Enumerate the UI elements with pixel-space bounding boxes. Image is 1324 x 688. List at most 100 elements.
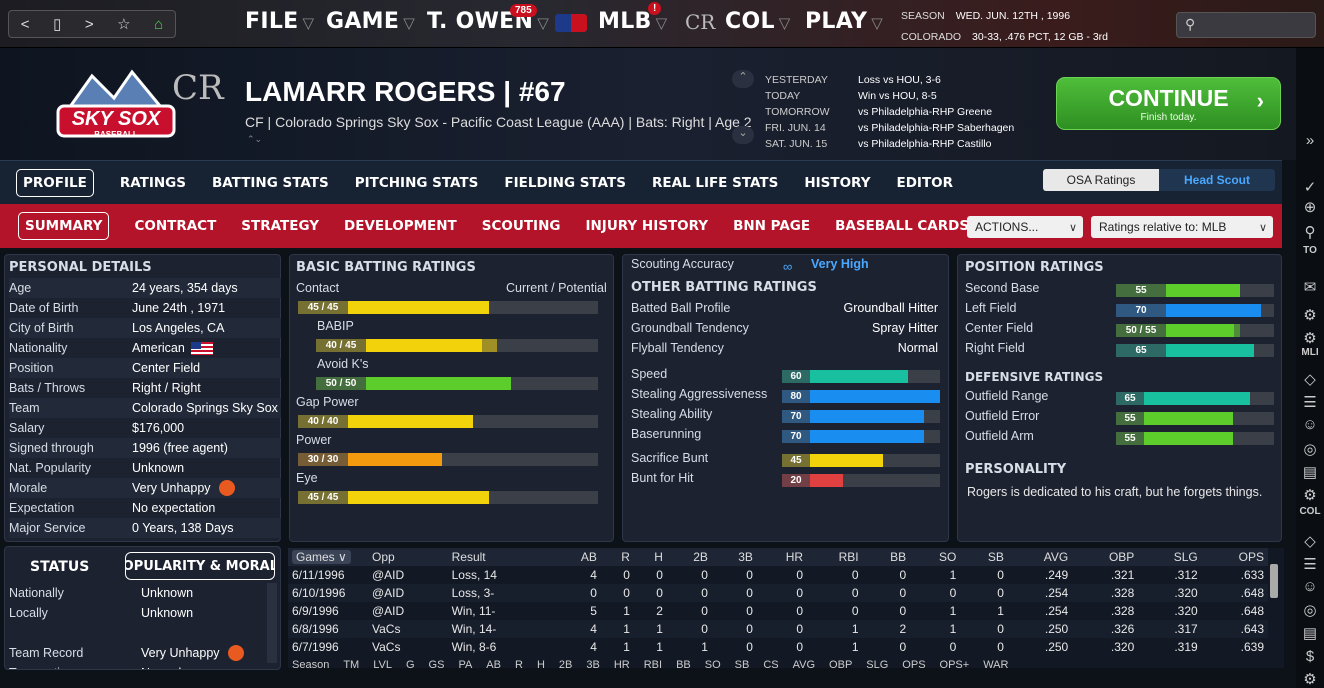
menu-col[interactable]: COL ▽: [725, 9, 791, 34]
rating-bar: 80: [782, 390, 940, 403]
column-header[interactable]: 3B: [711, 548, 757, 566]
ball-icon[interactable]: ◎: [1303, 602, 1317, 619]
osa-ratings-button[interactable]: OSA Ratings: [1043, 169, 1159, 191]
scrollbar[interactable]: [267, 583, 277, 663]
detail-row: Morale Very Unhappy: [9, 478, 281, 498]
gear-icon[interactable]: ⚙: [1303, 307, 1317, 324]
back-icon[interactable]: <: [20, 15, 30, 33]
gear-icon[interactable]: ⚙: [1303, 487, 1317, 504]
table-cell: @AID: [372, 604, 405, 618]
user-icon[interactable]: ☺: [1302, 578, 1318, 595]
page-icon[interactable]: ▯: [53, 16, 62, 33]
rating-value: 50 / 50: [316, 377, 366, 390]
subtab-strategy[interactable]: STRATEGY: [241, 218, 320, 234]
column-header[interactable]: AB: [553, 548, 601, 566]
column-header[interactable]: SO: [910, 548, 961, 566]
column-header[interactable]: BB: [862, 548, 911, 566]
tab-fielding-stats[interactable]: FIELDING STATS: [504, 174, 626, 191]
menu-game[interactable]: GAME ▽: [326, 9, 416, 34]
rating-bar: 30 / 30: [298, 453, 598, 466]
tab-popularity-morale[interactable]: POPULARITY & MORALE: [125, 552, 275, 580]
subtab-injury-history[interactable]: INJURY HISTORY: [585, 218, 709, 234]
table-cell: .326: [1072, 620, 1139, 638]
table-row[interactable]: 6/10/1996 @AID Loss, 3- 0 0 0 0 0 0 0 0 0 0.254.328.…: [288, 584, 1268, 602]
games-select[interactable]: Games ∨: [292, 550, 351, 564]
subtab-development[interactable]: DEVELOPMENT: [344, 218, 457, 234]
column-header[interactable]: SLG: [1138, 548, 1202, 566]
subtab-summary[interactable]: SUMMARY: [18, 212, 110, 240]
gear-icon[interactable]: ⚙: [1303, 330, 1317, 347]
column-header[interactable]: Result: [447, 548, 554, 566]
check-icon[interactable]: ✓: [1303, 179, 1317, 196]
ball-icon[interactable]: ◎: [1303, 441, 1317, 458]
tab-real-life-stats[interactable]: REAL LIFE STATS: [651, 174, 779, 191]
mlb-logo-icon: [555, 14, 587, 32]
mail-icon[interactable]: ✉: [1303, 279, 1317, 296]
column-header[interactable]: R: [600, 548, 634, 566]
diamond-icon[interactable]: ◇: [1304, 371, 1316, 388]
table-cell: 1: [656, 640, 663, 654]
tab-pitching-stats[interactable]: PITCHING STATS: [354, 174, 479, 191]
column-header[interactable]: OBP: [1072, 548, 1139, 566]
column-header[interactable]: OPS: [1201, 548, 1268, 566]
pin-icon[interactable]: ⚲: [1304, 224, 1316, 241]
menu-play[interactable]: PLAY ▽: [805, 9, 884, 34]
star-icon[interactable]: ☆: [117, 16, 131, 33]
tab-status[interactable]: STATUS: [30, 559, 90, 575]
menu-mlb[interactable]: MLB ▽: [598, 9, 668, 34]
schedule-up-icon[interactable]: ⌃: [732, 70, 754, 88]
gear-icon[interactable]: ⚙: [1303, 671, 1317, 688]
chart-icon[interactable]: ▤: [1302, 464, 1318, 481]
chevron-down-icon: ▽: [302, 14, 315, 32]
column-header[interactable]: Opp: [368, 548, 448, 566]
user-icon[interactable]: ☺: [1302, 416, 1318, 433]
subtab-baseball-cards[interactable]: BASEBALL CARDS: [835, 218, 970, 234]
table-row[interactable]: 6/8/1996 VaCs Win, 14- 4 1 1 0 0 0 1 2 1 0.250.326.3…: [288, 620, 1268, 638]
table-cell: 0: [666, 584, 712, 602]
subtab-bnn-page[interactable]: BNN PAGE: [733, 218, 811, 234]
column-header[interactable]: SB: [960, 548, 1008, 566]
scrollbar[interactable]: [1270, 564, 1278, 598]
column-header[interactable]: AVG: [1007, 548, 1073, 566]
globe-icon[interactable]: ⊕: [1303, 199, 1317, 216]
diamond-icon[interactable]: ◇: [1304, 533, 1316, 550]
column-header[interactable]: H: [633, 548, 667, 566]
current-fill: [810, 410, 924, 423]
subtab-contract[interactable]: CONTRACT: [134, 218, 217, 234]
list-icon[interactable]: ☰: [1303, 394, 1317, 411]
rating-value: 70: [1116, 304, 1166, 317]
forward-icon[interactable]: >: [84, 15, 94, 33]
tab-batting-stats[interactable]: BATTING STATS: [211, 174, 329, 191]
column-header[interactable]: HR: [756, 548, 808, 566]
column-header[interactable]: 2B: [666, 548, 712, 566]
search-input[interactable]: ⚲: [1176, 12, 1316, 38]
ratings-relative-dropdown[interactable]: Ratings relative to: MLB ∨: [1091, 216, 1273, 238]
table-cell: Win, 14-: [447, 620, 554, 638]
table-row[interactable]: 6/7/1996 VaCs Win, 8-6 4 1 1 1 0 0 1 0 0 0 .250 .320 .3…: [288, 638, 1268, 656]
continue-button[interactable]: CONTINUE Finish today. ›: [1056, 77, 1281, 130]
table-cell: 1: [633, 620, 667, 638]
tab-editor[interactable]: EDITOR: [896, 174, 954, 191]
us-flag-icon: [190, 342, 213, 355]
table-cell: .648: [1201, 584, 1268, 602]
tab-profile[interactable]: PROFILE: [16, 168, 94, 197]
table-row[interactable]: 6/9/1996 @AID Win, 11- 5 1 2 0 0 0 0 0 1 1 .254 .328 .3…: [288, 602, 1268, 620]
player-nav-arrows[interactable]: ⌃⌄: [247, 134, 263, 144]
list-icon[interactable]: ☰: [1303, 556, 1317, 573]
chart-icon[interactable]: ▤: [1302, 625, 1318, 642]
tab-history[interactable]: HISTORY: [804, 174, 871, 191]
actions-dropdown[interactable]: ACTIONS... ∨: [967, 216, 1083, 238]
tab-ratings[interactable]: RATINGS: [119, 174, 186, 191]
column-header[interactable]: RBI: [807, 548, 863, 566]
head-scout-button[interactable]: Head Scout: [1159, 169, 1275, 191]
collapse-icon[interactable]: »: [1305, 132, 1315, 149]
menu-file[interactable]: FILE ▽: [245, 9, 315, 34]
schedule-down-icon[interactable]: ⌄: [732, 126, 754, 144]
home-icon[interactable]: ⌂: [154, 15, 164, 33]
subtab-scouting[interactable]: SCOUTING: [481, 218, 561, 234]
table-row[interactable]: 6/11/1996 @AID Loss, 14 4 0 0 0 0 0 0 0 1 0 .249 .321.…: [288, 566, 1268, 584]
unhappy-face-icon: [227, 645, 244, 661]
current-fill: [810, 474, 843, 487]
table-cell: 0: [701, 568, 708, 582]
dollar-icon[interactable]: $: [1305, 648, 1315, 665]
